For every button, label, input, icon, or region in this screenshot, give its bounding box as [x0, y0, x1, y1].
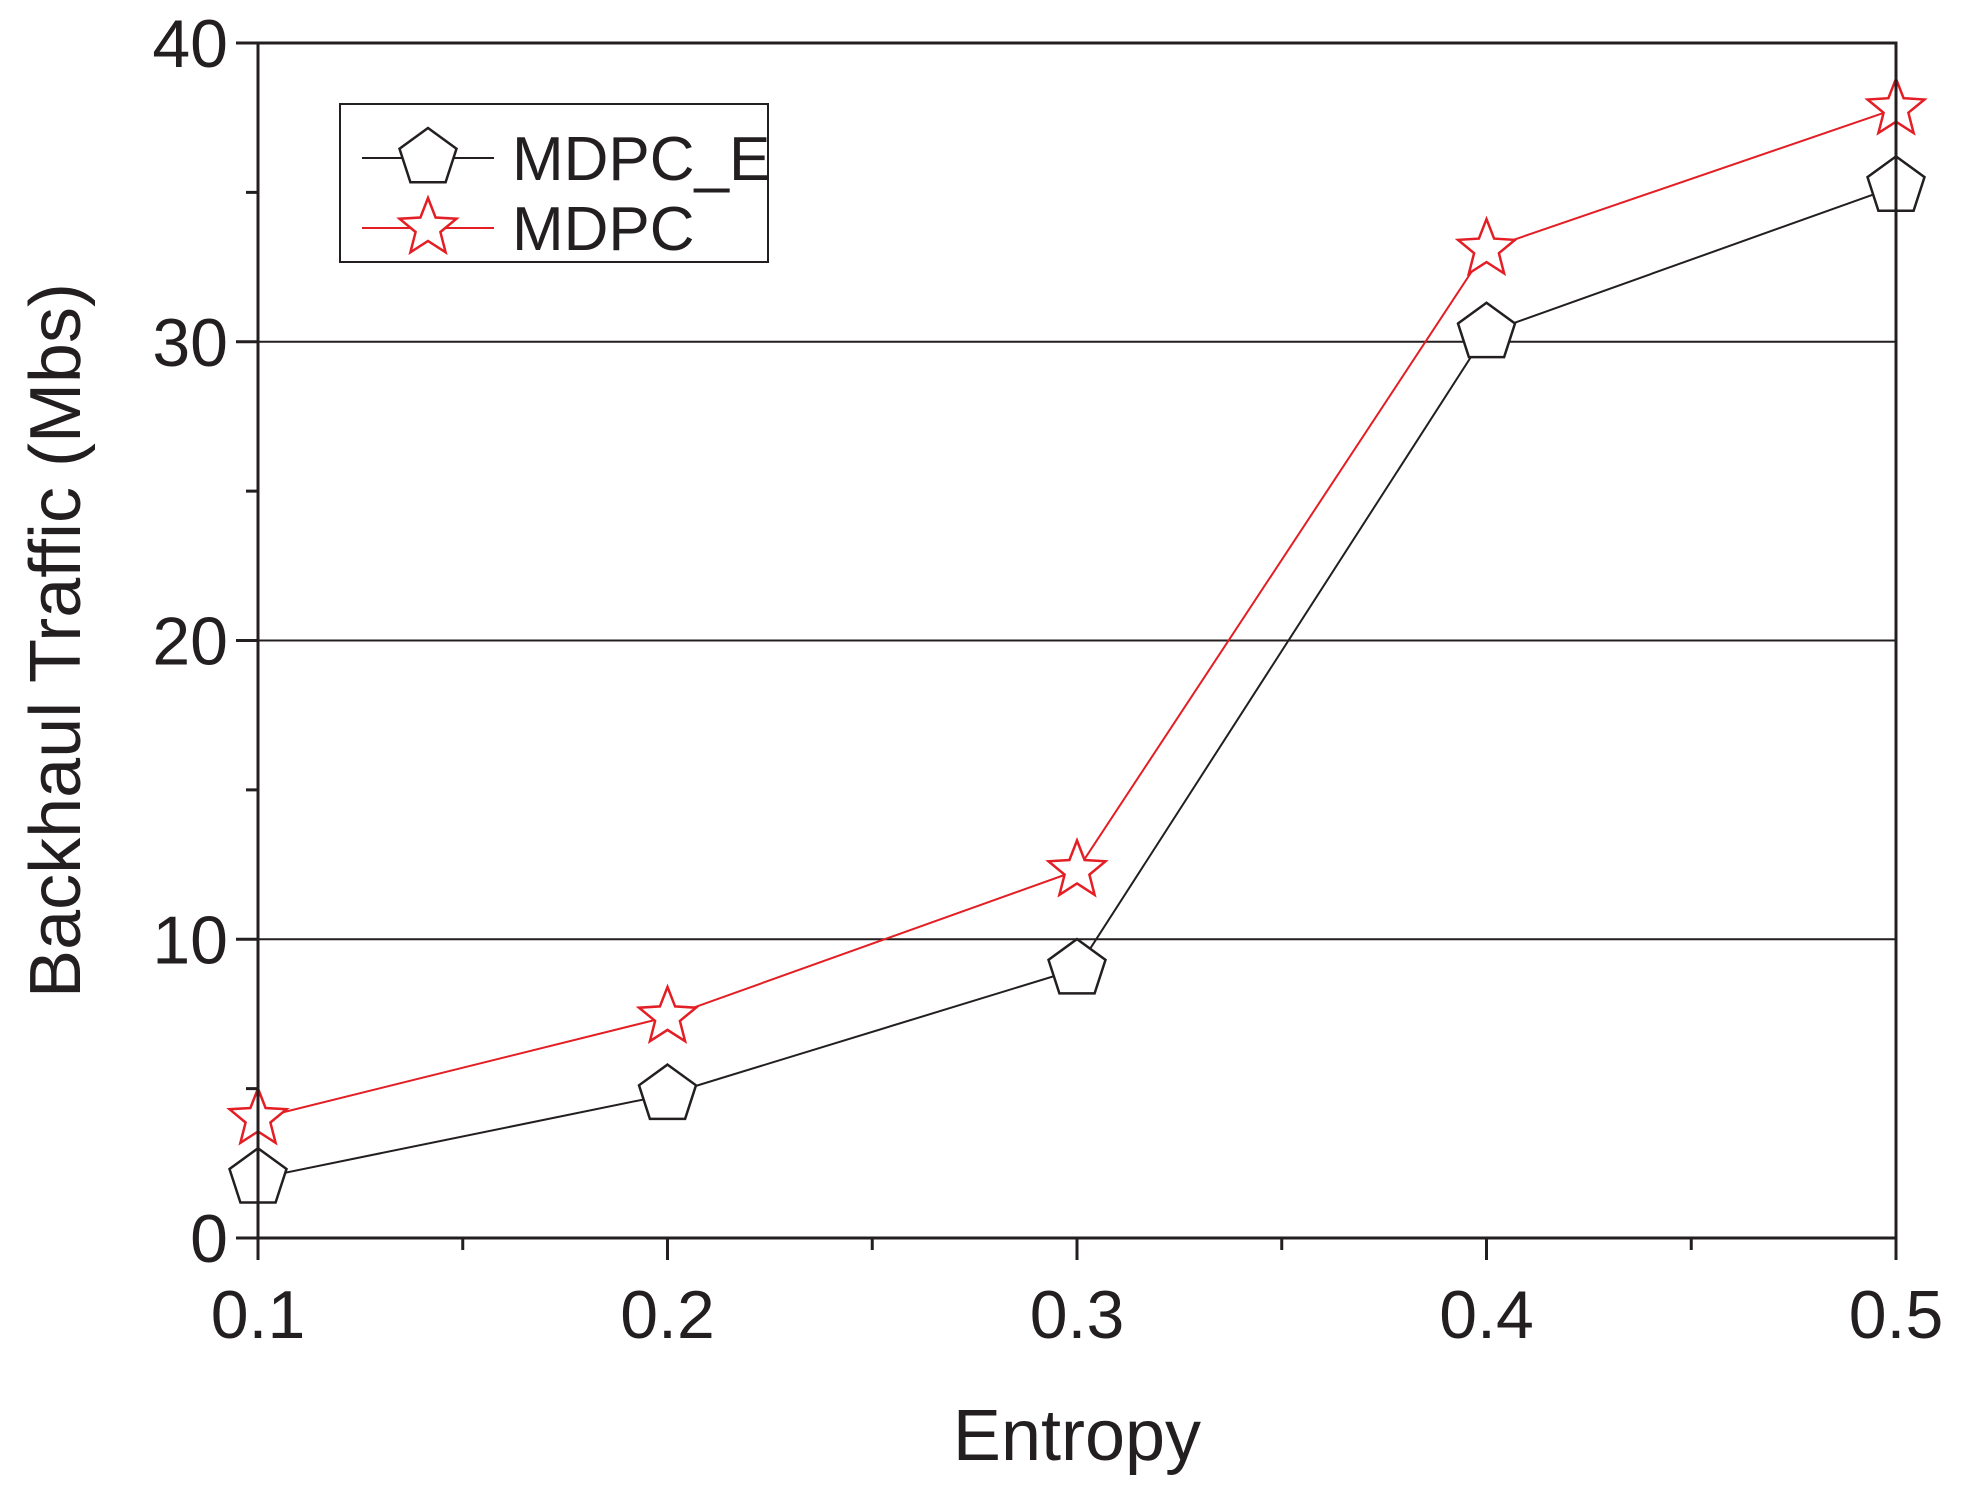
data-point-MDPC_E [637, 1063, 698, 1121]
x-tick-label: 0.3 [1030, 1277, 1125, 1353]
legend-marker-MDPC [396, 194, 460, 256]
x-tick-label: 0.2 [620, 1277, 715, 1353]
data-point-MDPC [635, 983, 700, 1044]
data-point-MDPC [1454, 215, 1519, 277]
series-lines [257, 107, 1897, 1180]
y-tick-label: 0 [190, 1201, 228, 1277]
y-tick-label: 30 [152, 305, 228, 381]
x-tick-label: 0.5 [1849, 1277, 1944, 1353]
series-line-MDPC_E [257, 185, 1897, 1180]
legend-marker-MDPC_E [398, 126, 458, 184]
legend-label: MDPC_E [512, 125, 770, 194]
data-point-MDPC_E [1456, 301, 1517, 359]
y-tick-label: 40 [152, 6, 228, 82]
legend-label: MDPC [512, 195, 695, 264]
y-tick-label: 20 [152, 604, 228, 680]
tick-labels: 0.1 0.2 0.3 0.4 0.5 0 10 20 30 40 [152, 6, 1943, 1353]
y-axis-title: Backhaul Traffic (Mbs) [16, 283, 96, 998]
data-point-MDPC [1045, 837, 1109, 898]
data-point-MDPC_E [1047, 937, 1107, 995]
y-tick-label: 10 [152, 902, 228, 978]
axis-ticks [236, 41, 1898, 1260]
x-tick-label: 0.1 [211, 1277, 306, 1353]
x-tick-label: 0.4 [1439, 1277, 1534, 1353]
x-axis-title: Entropy [953, 1396, 1201, 1476]
